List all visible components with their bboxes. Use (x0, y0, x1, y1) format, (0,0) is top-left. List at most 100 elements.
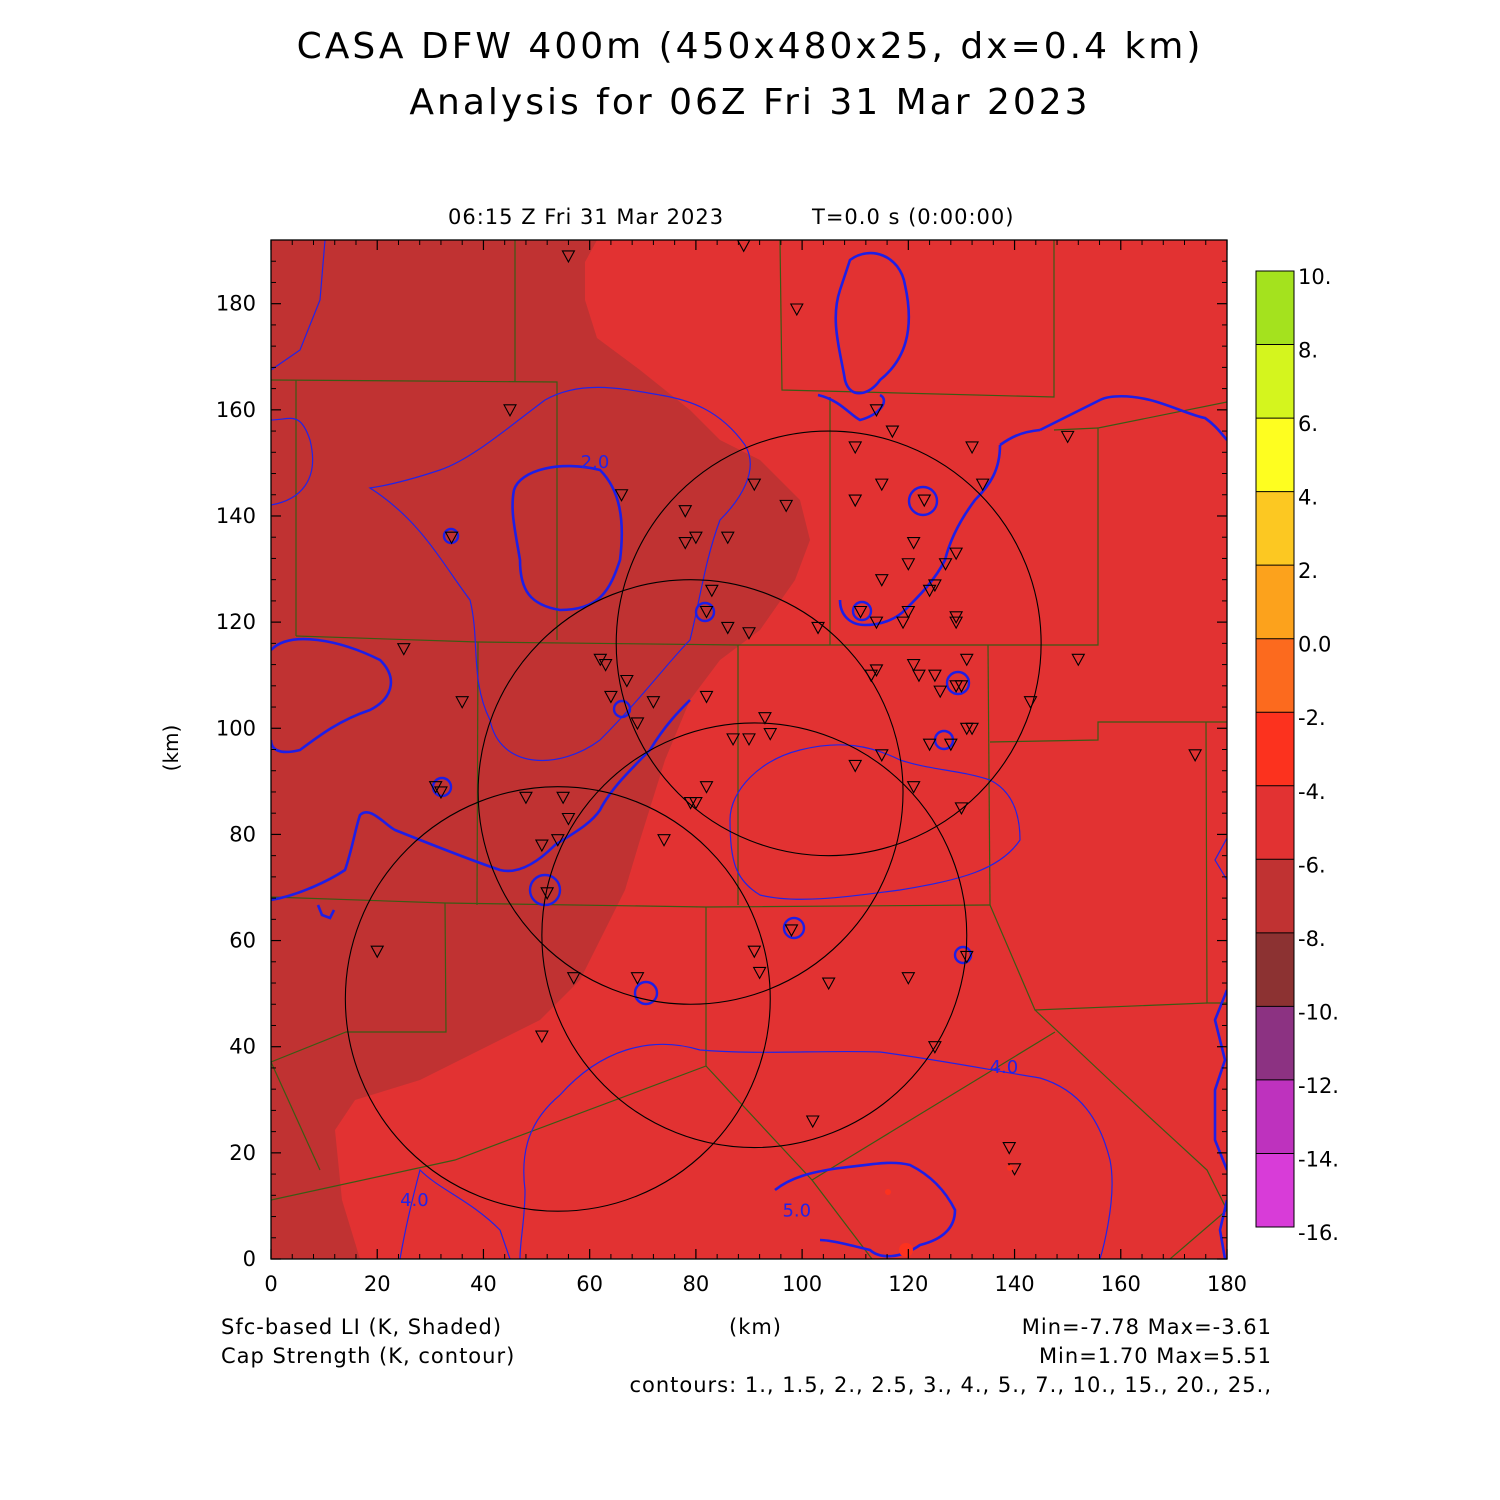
station-marker (561, 250, 576, 264)
colorbar-swatch (1256, 1079, 1294, 1154)
y-tick-label: 100 (216, 716, 256, 740)
station-marker (534, 1030, 549, 1044)
station-marker (556, 791, 571, 805)
station-marker (927, 1041, 942, 1054)
colorbar-swatch (1256, 491, 1294, 566)
y-tick-label: 20 (229, 1141, 256, 1165)
colorbar-label: -12. (1298, 1074, 1339, 1098)
station-marker (630, 972, 645, 985)
colorbar: 10. 8. 6. 4. 2. 0.0 -2. -4. -6. -8. -10. -12. -14. -1… (1255, 265, 1339, 1245)
station-marker (683, 797, 698, 810)
station-marker (949, 680, 964, 693)
x-tick-label: 160 (1101, 1272, 1141, 1296)
station-marker (503, 404, 517, 417)
colorbar-swatch (1256, 1006, 1294, 1081)
station-marker (566, 972, 581, 985)
station-marker (949, 616, 964, 630)
station-marker (869, 404, 884, 417)
cap-contours-thick (271, 251, 1227, 1259)
shade-hot-spot (899, 1243, 913, 1257)
station-marker (933, 685, 948, 699)
station-marker (603, 690, 618, 704)
station-marker (646, 696, 661, 709)
y-tick-label: 40 (229, 1035, 256, 1059)
station-marker (742, 627, 756, 640)
station-marker (906, 536, 921, 550)
station-marker (927, 669, 942, 683)
station-marker (1023, 696, 1038, 709)
station-marker (742, 733, 756, 747)
station-markers (370, 240, 1203, 1176)
radar-ring (477, 579, 904, 1005)
shaded-field-label: Sfc-based LI (K, Shaded) (221, 1315, 503, 1339)
station-marker (747, 945, 762, 959)
station-marker (901, 605, 916, 619)
station-marker (630, 717, 645, 731)
station-marker (699, 781, 714, 794)
station-marker (779, 499, 794, 513)
station-marker (805, 1115, 820, 1129)
y-tick-label: 60 (229, 929, 256, 953)
colorbar-label: -6. (1298, 853, 1326, 877)
y-tick-label: 80 (229, 822, 256, 846)
y-tick-label: 140 (216, 504, 256, 528)
colorbar-label: 6. (1298, 412, 1318, 436)
colorbar-label: -8. (1298, 927, 1326, 951)
station-marker (949, 547, 964, 561)
station-marker (1188, 749, 1203, 762)
x-tick-label: 20 (364, 1272, 391, 1296)
station-marker (789, 303, 804, 317)
y-axis: 0 20 40 60 80 100 120 140 160 180 (216, 239, 1227, 1271)
station-marker (540, 887, 555, 900)
colorbar-swatch (1256, 271, 1294, 346)
station-marker (874, 749, 889, 762)
colorbar-label: 0.0 (1298, 633, 1331, 657)
colorbar-label: 2. (1298, 559, 1318, 583)
shade-hot-spot (1007, 1165, 1013, 1171)
chart-subtitle: Analysis for 06Z Fri 31 Mar 2023 (409, 82, 1091, 123)
colorbar-swatch (1256, 565, 1294, 640)
station-marker (752, 966, 767, 980)
x-tick-label: 0 (264, 1272, 277, 1296)
station-marker (678, 505, 693, 518)
contour-minmax: Min=1.70 Max=5.51 (1038, 1344, 1272, 1368)
radar-ring (344, 786, 771, 1212)
station-marker (720, 531, 735, 545)
station-marker (959, 653, 974, 667)
station-marker (699, 605, 714, 619)
x-tick-label: 60 (576, 1272, 603, 1296)
station-marker (848, 494, 863, 508)
x-tick-label: 40 (470, 1272, 497, 1296)
station-marker (699, 690, 714, 704)
station-marker (885, 425, 900, 439)
station-marker (704, 584, 719, 598)
station-marker (396, 643, 411, 656)
station-marker (455, 696, 470, 709)
station-marker (1071, 653, 1086, 667)
station-marker (853, 605, 868, 619)
county-lines (271, 240, 1227, 1259)
station-marker (657, 834, 671, 847)
y-tick-label: 0 (243, 1247, 256, 1271)
station-marker (959, 722, 974, 736)
station-marker (614, 489, 629, 502)
station-marker (688, 531, 703, 545)
y-tick-label: 180 (216, 292, 256, 316)
station-marker (965, 441, 979, 455)
contour-label: 5.0 (782, 1201, 811, 1222)
x-tick-label: 120 (888, 1272, 928, 1296)
station-marker (975, 478, 990, 492)
x-tick-label: 180 (1207, 1272, 1247, 1296)
station-marker (922, 584, 937, 598)
station-marker (726, 733, 740, 747)
station-marker (561, 812, 576, 826)
colorbar-label: 4. (1298, 486, 1318, 510)
shade-west-zone (271, 240, 810, 1259)
shaded-minmax: Min=-7.78 Max=-3.61 (1021, 1315, 1272, 1339)
x-axis: 0 20 40 60 80 100 120 140 160 180 (264, 240, 1247, 1296)
colorbar-label: 10. (1298, 265, 1331, 289)
station-marker (954, 802, 969, 816)
contour-label: 4.0 (400, 1190, 429, 1211)
x-tick-label: 80 (683, 1272, 710, 1296)
station-marker (763, 728, 778, 741)
